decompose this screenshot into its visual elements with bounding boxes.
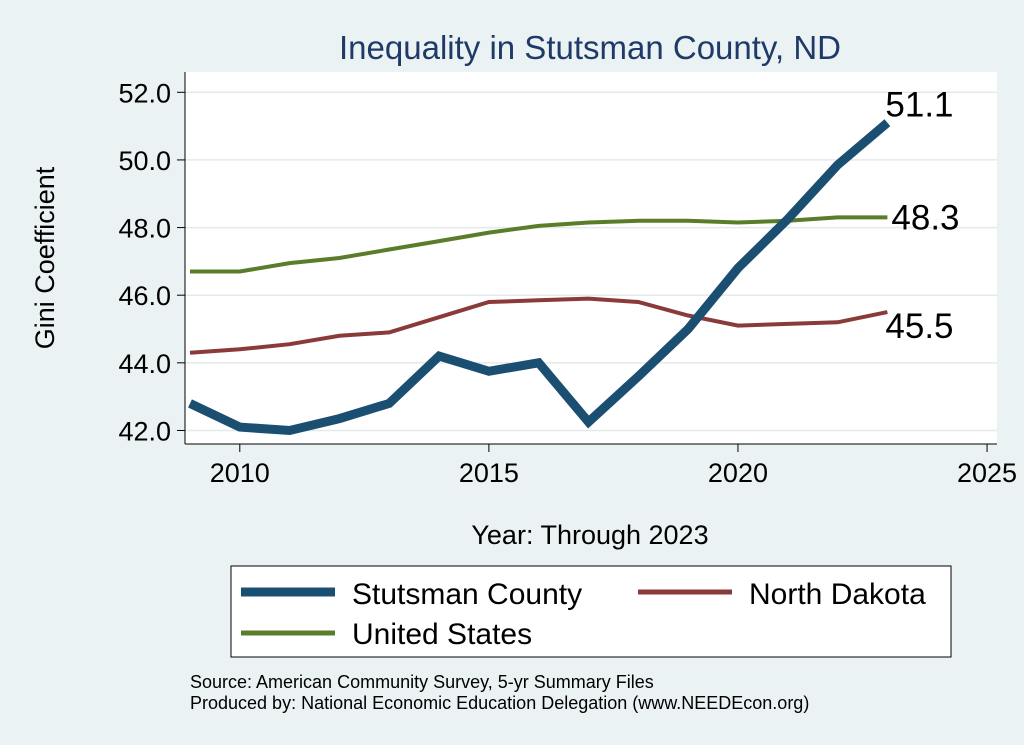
legend-box <box>230 565 952 658</box>
y-tick-label: 48.0 <box>118 214 171 244</box>
end-label-north-dakota: 45.5 <box>885 307 953 346</box>
x-tick-label: 2015 <box>459 458 519 488</box>
end-labels: 51.1 45.5 48.3 <box>885 86 959 346</box>
y-tick-label: 46.0 <box>118 281 171 311</box>
source-note: Source: American Community Survey, 5-yr … <box>190 672 654 692</box>
y-tick-label: 50.0 <box>118 146 171 176</box>
end-label-united-states: 48.3 <box>891 198 959 237</box>
x-axis-title: Year: Through 2023 <box>471 520 708 550</box>
chart-title: Inequality in Stutsman County, ND <box>339 29 841 66</box>
producer-note: Produced by: National Economic Education… <box>190 693 809 713</box>
y-tick-label: 42.0 <box>118 416 171 446</box>
x-tick-label: 2025 <box>957 458 1017 488</box>
x-tick-label: 2020 <box>708 458 768 488</box>
x-ticks: 2010 2015 2020 2025 <box>210 444 1017 488</box>
axes <box>184 72 997 445</box>
legend-label-north-dakota: North Dakota <box>749 578 926 611</box>
legend-label-united-states: United States <box>352 618 532 651</box>
end-label-stutsman-county: 51.1 <box>885 86 953 125</box>
series-line-north-dakota <box>189 296 888 355</box>
series-line-stutsman-county <box>188 119 891 436</box>
legend: Stutsman County North Dakota United Stat… <box>230 565 952 658</box>
series-lines <box>188 119 891 436</box>
gridlines <box>185 91 997 432</box>
legend-label-stutsman: Stutsman County <box>352 578 582 611</box>
y-tick-label: 52.0 <box>118 78 171 108</box>
y-tick-label: 44.0 <box>118 349 171 379</box>
y-ticks: 42.0 44.0 46.0 48.0 50.0 52.0 <box>118 78 185 446</box>
y-axis-title: Gini Coefficient <box>30 166 60 349</box>
x-tick-label: 2010 <box>210 458 270 488</box>
series-line-united-states <box>190 215 888 274</box>
